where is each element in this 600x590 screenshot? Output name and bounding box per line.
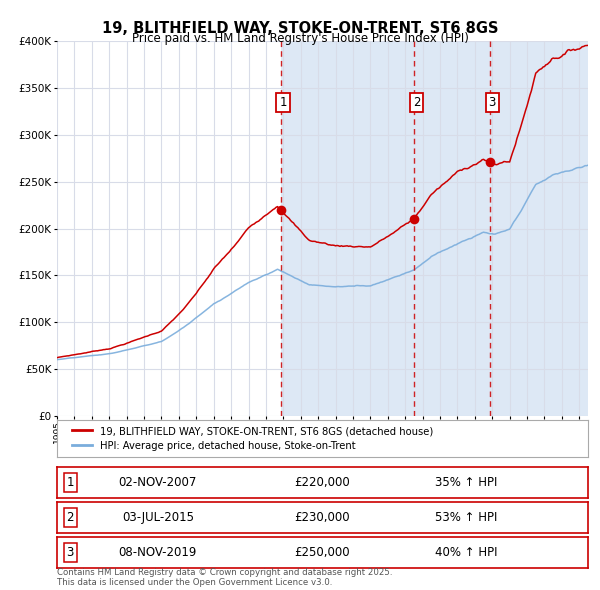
Text: 35% ↑ HPI: 35% ↑ HPI	[434, 476, 497, 489]
Text: £250,000: £250,000	[295, 546, 350, 559]
Text: Contains HM Land Registry data © Crown copyright and database right 2025.
This d: Contains HM Land Registry data © Crown c…	[57, 568, 392, 587]
Text: 3: 3	[67, 546, 74, 559]
Text: 1: 1	[67, 476, 74, 489]
Bar	[414, 41, 490, 416]
Text: 08-NOV-2019: 08-NOV-2019	[119, 546, 197, 559]
Text: 53% ↑ HPI: 53% ↑ HPI	[434, 511, 497, 524]
Bar	[281, 41, 414, 416]
Text: £230,000: £230,000	[295, 511, 350, 524]
Legend: 19, BLITHFIELD WAY, STOKE-ON-TRENT, ST6 8GS (detached house), HPI: Average price: 19, BLITHFIELD WAY, STOKE-ON-TRENT, ST6 …	[67, 421, 439, 456]
Text: 2: 2	[413, 96, 420, 109]
Text: 2: 2	[67, 511, 74, 524]
Bar	[490, 41, 588, 416]
Text: 19, BLITHFIELD WAY, STOKE-ON-TRENT, ST6 8GS: 19, BLITHFIELD WAY, STOKE-ON-TRENT, ST6 …	[102, 21, 498, 35]
Text: Price paid vs. HM Land Registry's House Price Index (HPI): Price paid vs. HM Land Registry's House …	[131, 32, 469, 45]
Text: 03-JUL-2015: 03-JUL-2015	[122, 511, 194, 524]
Text: 3: 3	[488, 96, 496, 109]
Text: 1: 1	[280, 96, 287, 109]
Text: 40% ↑ HPI: 40% ↑ HPI	[434, 546, 497, 559]
Text: £220,000: £220,000	[295, 476, 350, 489]
Text: 02-NOV-2007: 02-NOV-2007	[119, 476, 197, 489]
